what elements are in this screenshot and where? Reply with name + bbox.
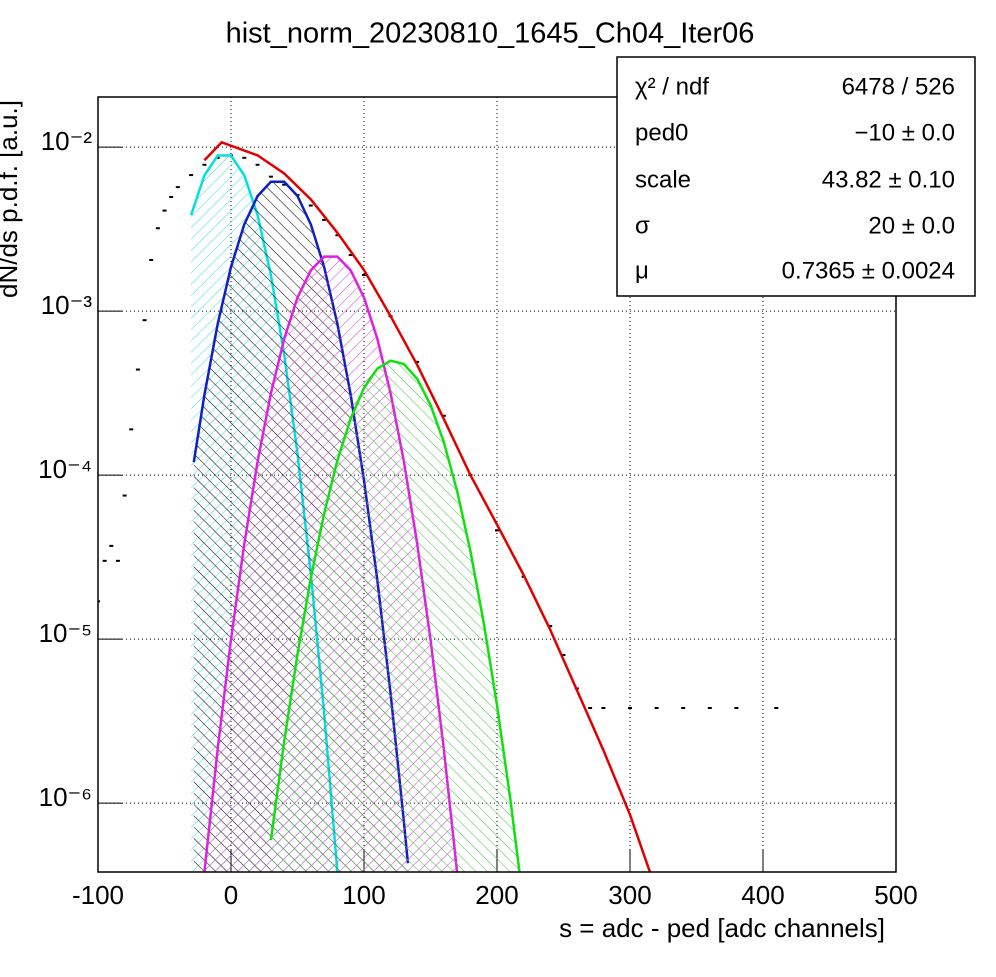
data-point <box>588 706 593 709</box>
y-tick-label: 10⁻³ <box>41 290 93 320</box>
frame <box>97 96 897 873</box>
y-axis-label: dN/ds p.d.f. [a.u.] <box>0 100 23 298</box>
data-point <box>255 163 260 166</box>
data-point <box>149 258 154 261</box>
data-point <box>734 706 739 709</box>
x-tick-label: 500 <box>874 880 917 910</box>
data-point <box>681 706 686 709</box>
x-tick-label: 100 <box>342 880 385 910</box>
data-point <box>268 175 273 178</box>
data-point <box>155 227 160 230</box>
data-point <box>335 234 340 237</box>
data-point <box>175 186 180 189</box>
data-point <box>415 360 420 363</box>
data-point <box>441 414 446 417</box>
stats-value: 0.7365 ± 0.0024 <box>782 257 955 284</box>
stats-value: −10 ± 0.0 <box>854 119 955 146</box>
data-point <box>601 706 606 709</box>
data-point <box>129 428 134 431</box>
y-tick-label: 10⁻² <box>41 126 93 156</box>
curve <box>269 359 521 872</box>
stats-label: scale <box>635 166 691 193</box>
data-point <box>142 319 147 322</box>
data-point <box>774 706 779 709</box>
stats-label: σ <box>635 212 650 239</box>
x-axis-label: s = adc - ped [adc channels] <box>559 913 885 943</box>
data-point <box>495 529 499 532</box>
data-point <box>548 625 553 628</box>
data-point <box>362 273 366 276</box>
data-point <box>561 653 566 656</box>
curve <box>203 140 652 872</box>
plot-area <box>98 140 779 872</box>
y-tick-label: 10⁻⁶ <box>39 782 92 812</box>
y-tick-label: 10⁻⁵ <box>39 618 92 648</box>
stats-box <box>616 56 976 297</box>
data-point <box>707 706 712 709</box>
x-tick-label: 0 <box>224 880 238 910</box>
data-point <box>162 209 167 212</box>
data-point <box>98 600 100 603</box>
stats-value: 20 ± 0.0 <box>868 212 955 239</box>
data-point <box>654 706 659 709</box>
x-tick-label: 300 <box>608 880 651 910</box>
data-point <box>109 544 114 547</box>
data-point <box>242 156 247 159</box>
stats-label: μ <box>635 257 649 284</box>
x-tick-label: -100 <box>72 880 124 910</box>
data-point <box>322 218 327 221</box>
stats-value: 43.82 ± 0.10 <box>822 166 955 193</box>
y-tick-label: 10⁻⁴ <box>38 454 92 484</box>
data-point <box>308 204 313 207</box>
data-point <box>169 196 174 199</box>
data-point <box>628 706 632 709</box>
x-tick-label: 200 <box>475 880 518 910</box>
data-point <box>202 163 207 166</box>
stats-value: 6478 / 526 <box>842 73 955 100</box>
x-tick-label: 400 <box>741 880 784 910</box>
data-point <box>115 559 120 562</box>
data-point <box>122 494 127 497</box>
hatched-area <box>270 360 524 872</box>
data-point <box>348 253 353 256</box>
chart-title: hist_norm_20230810_1645_Ch04_Iter06 <box>226 18 755 50</box>
data-point <box>135 368 140 371</box>
data-point <box>189 174 194 177</box>
stats-label: ped0 <box>635 119 688 146</box>
data-point <box>102 559 107 562</box>
stats-label: χ² / ndf <box>635 73 709 100</box>
